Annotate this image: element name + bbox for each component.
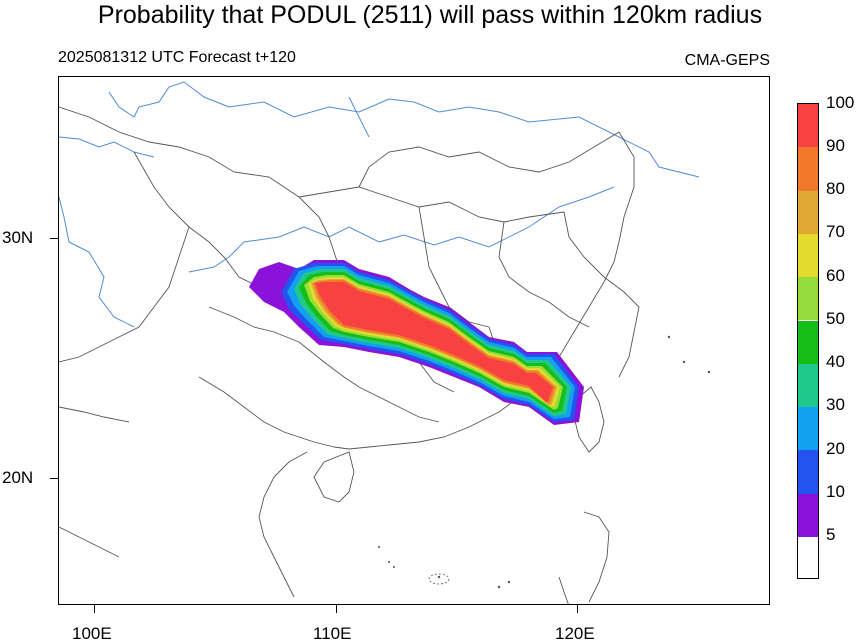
map-canvas <box>59 81 711 604</box>
colorbar-label: 90 <box>826 136 845 155</box>
model-name-label: CMA-GEPS <box>684 52 770 69</box>
lon-tick-120e <box>577 605 578 613</box>
map-panel <box>58 76 770 605</box>
lat-tick-30n <box>50 238 58 239</box>
colorbar-label: 30 <box>826 395 845 414</box>
colorbar-segment-below-5 <box>798 537 818 578</box>
colorbar-label: 10 <box>826 482 845 501</box>
colorbar-label: 70 <box>826 222 845 241</box>
colorbar <box>797 103 819 579</box>
colorbar-segment-5-10 <box>798 493 818 537</box>
colorbar-label: 50 <box>826 309 845 328</box>
colorbar-segment-20-30 <box>798 407 818 451</box>
islands-layer <box>378 335 711 589</box>
lon-tick-110e <box>336 605 337 613</box>
probability-swath <box>249 260 584 425</box>
lon-label-110e: 110E <box>313 624 352 643</box>
colorbar-label: 20 <box>826 439 845 458</box>
lon-label-100e: 100E <box>72 624 112 643</box>
colorbar-segment-50-60 <box>798 277 818 321</box>
forecast-time-label: 2025081312 UTC Forecast t+120 <box>58 49 296 66</box>
colorbar-label: 100 <box>826 93 855 112</box>
colorbar-label: 60 <box>826 266 845 285</box>
colorbar-segment-80-90 <box>798 147 818 191</box>
lon-label-120e: 120E <box>555 624 595 643</box>
lat-tick-20n <box>50 478 58 479</box>
rivers-layer <box>59 81 700 328</box>
lon-tick-100e <box>94 605 95 613</box>
lat-label-20n: 20N <box>2 468 34 487</box>
colorbar-segment-10-20 <box>798 450 818 494</box>
colorbar-segment-40-50 <box>798 320 818 364</box>
colorbar-segment-60-70 <box>798 233 818 278</box>
colorbar-label: 5 <box>826 525 836 544</box>
colorbar-segment-90-100 <box>798 104 818 148</box>
lat-label-30n: 30N <box>2 228 34 247</box>
colorbar-label: 40 <box>826 352 845 371</box>
colorbar-label: 80 <box>826 179 845 198</box>
colorbar-segment-30-40 <box>798 363 818 408</box>
chart-title: Probability that PODUL (2511) will pass … <box>97 1 763 29</box>
colorbar-segment-70-80 <box>798 190 818 234</box>
